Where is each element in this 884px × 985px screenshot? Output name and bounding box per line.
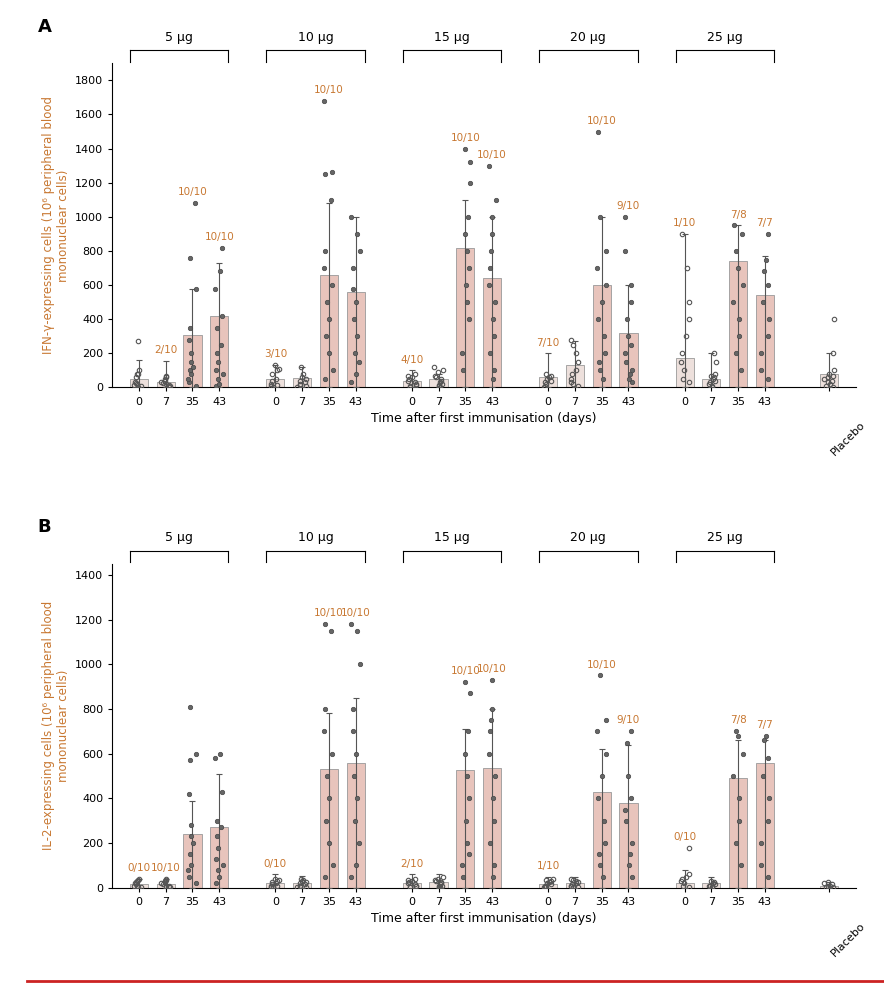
Text: Placebo: Placebo	[829, 920, 867, 958]
Text: A: A	[38, 18, 52, 35]
Text: 2/10: 2/10	[154, 345, 178, 356]
Text: 10/10: 10/10	[314, 85, 344, 95]
Bar	[430, 883, 447, 887]
Bar	[592, 285, 611, 387]
Text: 7/8: 7/8	[730, 715, 746, 726]
Text: 2/10: 2/10	[400, 859, 423, 869]
Text: 10/10: 10/10	[204, 231, 234, 241]
Text: 0/10: 0/10	[263, 859, 287, 869]
Bar	[156, 885, 175, 887]
Y-axis label: IL-2-expressing cells (10⁶ peripheral blood
mononuclear cells): IL-2-expressing cells (10⁶ peripheral bl…	[42, 601, 70, 850]
Bar	[483, 768, 501, 887]
X-axis label: Time after first immunisation (days): Time after first immunisation (days)	[371, 412, 597, 426]
Bar	[620, 803, 637, 887]
Bar	[430, 379, 447, 387]
Text: 5 μg: 5 μg	[165, 531, 193, 544]
Text: 9/10: 9/10	[617, 715, 640, 726]
Text: 7/10: 7/10	[537, 338, 560, 348]
Bar	[403, 884, 421, 887]
Text: 1/10: 1/10	[537, 861, 560, 871]
Bar	[320, 769, 338, 887]
Bar	[456, 247, 475, 387]
Bar	[347, 292, 365, 387]
Text: 7/7: 7/7	[757, 720, 774, 730]
Bar	[183, 834, 202, 887]
Bar	[266, 884, 285, 887]
Text: 10/10: 10/10	[178, 187, 208, 197]
Text: 7/7: 7/7	[757, 218, 774, 229]
Bar	[183, 335, 202, 387]
Bar	[210, 316, 228, 387]
Text: 10/10: 10/10	[451, 133, 480, 143]
Bar	[539, 377, 557, 387]
Text: 10 μg: 10 μg	[298, 31, 333, 43]
Bar	[483, 279, 501, 387]
Bar	[266, 379, 285, 387]
Bar	[756, 296, 774, 387]
Text: 10/10: 10/10	[477, 664, 507, 674]
Bar	[320, 275, 338, 387]
Text: 3/10: 3/10	[263, 350, 287, 360]
Text: 5 μg: 5 μg	[165, 31, 193, 43]
Bar	[566, 365, 584, 387]
Bar	[156, 382, 175, 387]
Bar	[729, 261, 747, 387]
Text: 10/10: 10/10	[314, 608, 344, 619]
Text: 10/10: 10/10	[340, 608, 370, 619]
Text: 20 μg: 20 μg	[570, 531, 606, 544]
Bar	[456, 770, 475, 887]
Bar	[675, 884, 694, 887]
Bar	[702, 884, 720, 887]
Bar	[820, 374, 838, 387]
Text: 4/10: 4/10	[400, 355, 423, 364]
Text: 25 μg: 25 μg	[707, 31, 743, 43]
Text: 25 μg: 25 μg	[707, 531, 743, 544]
Text: 10/10: 10/10	[451, 666, 480, 677]
Text: 0/10: 0/10	[673, 831, 697, 842]
Text: B: B	[38, 518, 51, 536]
Text: 1/10: 1/10	[673, 218, 697, 229]
Text: 15 μg: 15 μg	[434, 531, 469, 544]
Text: 10/10: 10/10	[587, 115, 616, 126]
Bar	[592, 792, 611, 887]
Text: 10/10: 10/10	[151, 863, 180, 873]
Text: 10 μg: 10 μg	[298, 531, 333, 544]
Bar	[130, 885, 149, 887]
Bar	[820, 886, 838, 887]
Bar	[675, 359, 694, 387]
Bar	[403, 380, 421, 387]
Bar	[756, 762, 774, 887]
Bar	[130, 379, 149, 387]
Bar	[210, 827, 228, 887]
Text: 7/8: 7/8	[730, 210, 746, 220]
Bar	[702, 379, 720, 387]
Y-axis label: IFN-γ-expressing cells (10⁶ peripheral blood
mononuclear cells): IFN-γ-expressing cells (10⁶ peripheral b…	[42, 97, 70, 355]
Bar	[293, 378, 311, 387]
Text: 0/10: 0/10	[127, 863, 150, 873]
Text: 15 μg: 15 μg	[434, 31, 469, 43]
X-axis label: Time after first immunisation (days): Time after first immunisation (days)	[371, 912, 597, 926]
Text: 20 μg: 20 μg	[570, 31, 606, 43]
Bar	[293, 884, 311, 887]
Text: 9/10: 9/10	[617, 201, 640, 211]
Text: 10/10: 10/10	[477, 150, 507, 160]
Bar	[620, 333, 637, 387]
Bar	[566, 884, 584, 887]
Text: 10/10: 10/10	[587, 660, 616, 670]
Bar	[729, 778, 747, 887]
Bar	[347, 762, 365, 887]
Bar	[539, 885, 557, 887]
Text: Placebo: Placebo	[829, 420, 867, 458]
